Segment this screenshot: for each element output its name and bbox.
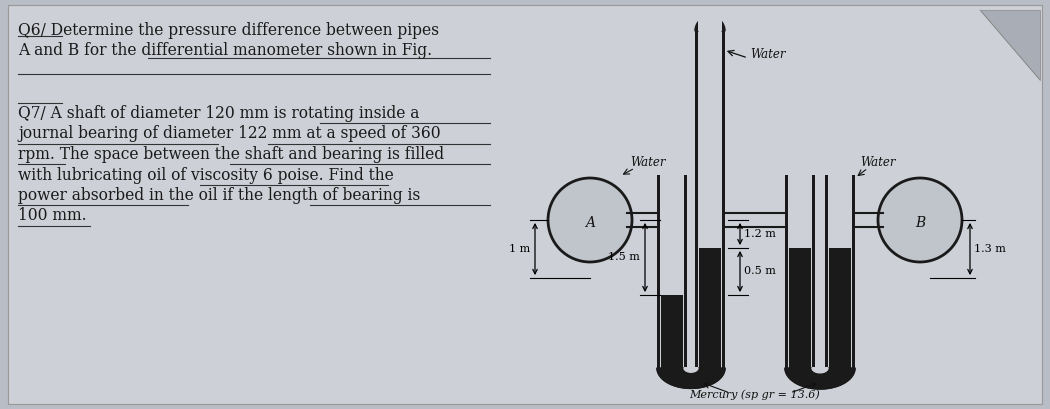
- Bar: [699, 248, 721, 368]
- Bar: [830, 248, 850, 368]
- Polygon shape: [785, 368, 855, 389]
- Bar: [662, 295, 682, 368]
- Bar: [825, 175, 828, 368]
- Text: power absorbed in the oil if the length of bearing is: power absorbed in the oil if the length …: [18, 187, 420, 204]
- Bar: [722, 28, 724, 368]
- Bar: [789, 248, 811, 368]
- Circle shape: [548, 178, 632, 262]
- Polygon shape: [785, 368, 855, 389]
- Text: 100 mm.: 100 mm.: [18, 207, 86, 225]
- Bar: [627, 213, 657, 227]
- Text: Q7/ A shaft of diameter 120 mm is rotating inside a: Q7/ A shaft of diameter 120 mm is rotati…: [18, 105, 419, 122]
- Polygon shape: [812, 368, 828, 373]
- Text: Q6/ Determine the pressure difference between pipes: Q6/ Determine the pressure difference be…: [18, 22, 439, 39]
- Text: B: B: [915, 216, 925, 230]
- Polygon shape: [980, 10, 1040, 80]
- Circle shape: [878, 178, 962, 262]
- Bar: [852, 175, 855, 368]
- Text: 1 m: 1 m: [509, 244, 530, 254]
- Bar: [698, 28, 722, 368]
- Bar: [657, 175, 660, 368]
- Bar: [812, 175, 815, 368]
- Bar: [855, 213, 878, 227]
- Text: 1.2 m: 1.2 m: [744, 229, 776, 239]
- Polygon shape: [695, 16, 724, 31]
- Polygon shape: [657, 368, 724, 389]
- Bar: [785, 175, 788, 368]
- Text: rpm. The space between the shaft and bearing is filled: rpm. The space between the shaft and bea…: [18, 146, 444, 163]
- Bar: [788, 175, 812, 368]
- Text: with lubricating oil of viscosity 6 poise. Find the: with lubricating oil of viscosity 6 pois…: [18, 166, 394, 184]
- Text: 1.3 m: 1.3 m: [974, 244, 1006, 254]
- Text: Mercury (sp gr = 13.6): Mercury (sp gr = 13.6): [690, 390, 820, 400]
- Text: 0.5 m: 0.5 m: [744, 267, 776, 276]
- Bar: [724, 213, 785, 227]
- Text: Water: Water: [860, 155, 896, 169]
- Text: Water: Water: [750, 49, 785, 61]
- Polygon shape: [684, 368, 698, 372]
- Bar: [660, 175, 684, 368]
- Text: 1.5 m: 1.5 m: [608, 252, 640, 263]
- Bar: [698, 11, 722, 31]
- Bar: [684, 175, 687, 368]
- Polygon shape: [657, 368, 724, 389]
- Text: journal bearing of diameter 122 mm at a speed of 360: journal bearing of diameter 122 mm at a …: [18, 126, 441, 142]
- Bar: [695, 28, 698, 368]
- Text: A and B for the differential manometer shown in Fig.: A and B for the differential manometer s…: [18, 42, 433, 59]
- Text: Water: Water: [630, 155, 666, 169]
- Text: A: A: [585, 216, 595, 230]
- Bar: [828, 175, 852, 368]
